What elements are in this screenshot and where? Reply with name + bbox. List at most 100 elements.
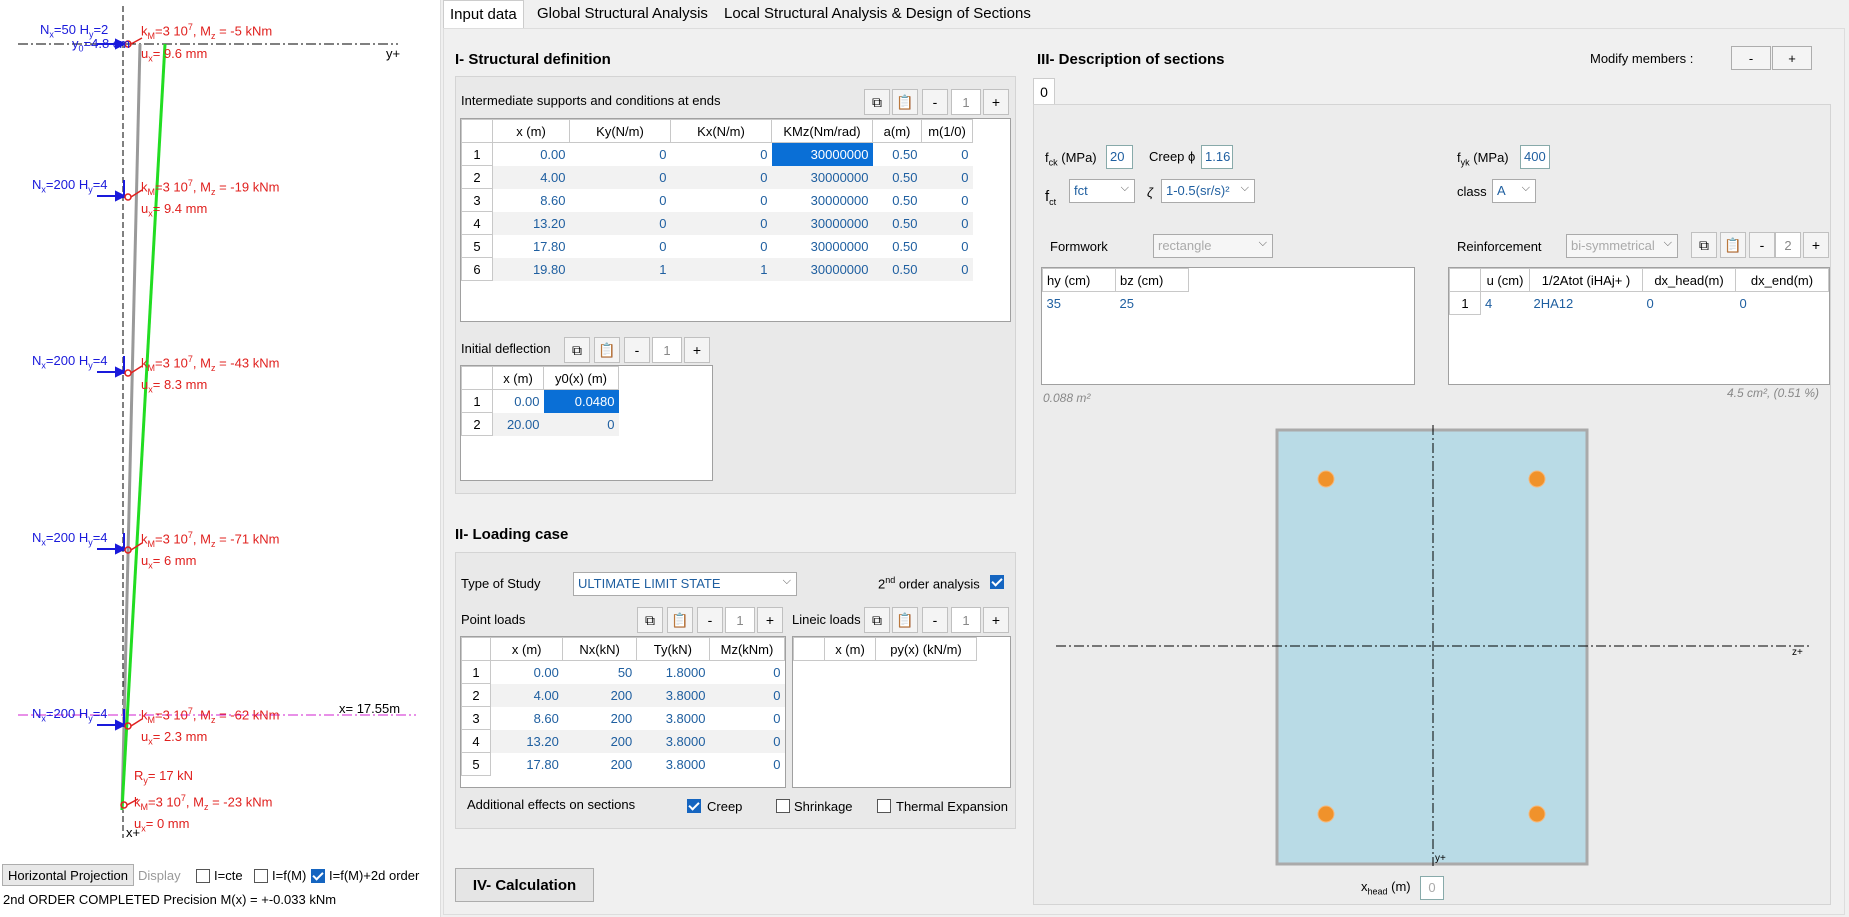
deflection-table[interactable]: x (m) y0(x) (m) 1 0.00 0.0480 2 20.00 0 [460, 365, 713, 481]
zeta-select[interactable]: 1-0.5(sr/s)² ⌵ [1161, 179, 1255, 203]
table-cell[interactable]: 35 [1046, 295, 1061, 311]
table-cell[interactable]: 0.00 [533, 664, 559, 680]
table-cell[interactable]: 4.00 [490, 683, 563, 707]
option-i-fm-2d-order-checkbox[interactable] [311, 869, 325, 883]
table-cell[interactable]: 200 [610, 710, 633, 726]
table-cell[interactable]: 30000000 [771, 165, 873, 189]
table-row[interactable]: 5 17.80 200 3.8000 0 [461, 752, 785, 776]
table-cell[interactable]: 200 [562, 729, 637, 753]
deflection-copy-icon[interactable]: ⧉ [564, 337, 590, 363]
supports-count[interactable]: 1 [951, 89, 981, 115]
table-cell[interactable]: 17.80 [532, 238, 566, 254]
point-loads-plus-button[interactable]: + [757, 607, 783, 633]
table-cell[interactable]: 4.00 [492, 165, 570, 189]
table-cell-selected[interactable]: 30000000 [771, 142, 873, 166]
table-cell[interactable]: 3.8000 [665, 756, 706, 772]
point-loads-paste-icon[interactable]: 📋 [667, 607, 693, 633]
table-row[interactable]: 2 20.00 0 [461, 412, 619, 436]
table-row[interactable]: 3 8.60 200 3.8000 0 [461, 706, 785, 730]
table-cell[interactable]: 13.20 [492, 211, 570, 235]
creep-checkbox[interactable] [687, 799, 701, 813]
table-cell[interactable]: 200 [562, 683, 637, 707]
table-cell[interactable]: 0 [773, 664, 781, 680]
point-loads-count[interactable]: 1 [725, 607, 755, 633]
table-cell[interactable]: 30000000 [771, 257, 873, 281]
table-cell[interactable]: 0 [670, 165, 772, 189]
table-cell[interactable]: 0.50 [892, 238, 918, 254]
table-cell[interactable]: 0 [760, 146, 768, 162]
table-cell[interactable]: 2HA12 [1533, 295, 1574, 311]
paste-icon[interactable]: 📋 [892, 89, 918, 115]
table-row[interactable]: 1 4 2HA12 0 0 [1449, 291, 1829, 315]
table-cell[interactable]: 0.50 [892, 146, 918, 162]
copy-icon[interactable]: ⧉ [864, 89, 890, 115]
tab-input-data[interactable]: Input data [443, 0, 524, 29]
table-cell[interactable]: 0 [659, 192, 667, 208]
table-cell[interactable]: 25 [1119, 295, 1134, 311]
table-cell[interactable]: 0 [773, 756, 781, 772]
table-cell[interactable]: 30000000 [810, 192, 869, 208]
reinforcement-count[interactable]: 2 [1775, 232, 1801, 258]
table-cell-selected[interactable]: 0.0480 [543, 389, 619, 413]
table-cell[interactable]: 20.00 [492, 412, 544, 436]
reinforcement-select[interactable]: bi-symmetrical ⌵ [1566, 234, 1678, 258]
modify-members-minus-button[interactable]: - [1731, 46, 1771, 70]
table-cell[interactable]: 4 [1485, 295, 1493, 311]
table-cell[interactable]: 8.60 [540, 192, 566, 208]
table-cell[interactable]: 0.50 [872, 257, 922, 281]
table-row[interactable]: 2 4.00 200 3.8000 0 [461, 683, 785, 707]
fct-select[interactable]: fct ⌵ [1069, 179, 1135, 203]
reinforcement-copy-icon[interactable]: ⧉ [1691, 232, 1717, 258]
class-select[interactable]: A ⌵ [1492, 179, 1536, 203]
reinforcement-table[interactable]: u (cm) 1/2Atot (iHAj+ ) dx_head(m) dx_en… [1448, 267, 1830, 385]
table-cell[interactable]: 0.00 [514, 393, 540, 409]
table-cell[interactable]: 0 [921, 165, 973, 189]
lineic-paste-icon[interactable]: 📋 [892, 607, 918, 633]
table-row[interactable]: 5 17.80 0 0 30000000 0.50 0 [461, 234, 973, 258]
table-cell[interactable]: 1.8000 [665, 664, 706, 680]
option-i-fm-checkbox[interactable] [254, 869, 268, 883]
lineic-minus-button[interactable]: - [922, 607, 948, 633]
table-cell[interactable]: 200 [610, 756, 633, 772]
point-loads-minus-button[interactable]: - [697, 607, 723, 633]
table-cell[interactable]: 0 [773, 710, 781, 726]
table-cell[interactable]: 0 [659, 238, 667, 254]
table-cell[interactable]: 0 [961, 192, 969, 208]
deflection-minus-button[interactable]: - [624, 337, 650, 363]
point-loads-copy-icon[interactable]: ⧉ [637, 607, 663, 633]
supports-minus-button[interactable]: - [922, 89, 948, 115]
tab-local-structural-analysis[interactable]: Local Structural Analysis & Design of Se… [724, 5, 1031, 22]
table-cell[interactable]: 0 [659, 146, 667, 162]
table-cell[interactable]: 0 [569, 165, 671, 189]
table-row[interactable]: 3 8.60 0 0 30000000 0.50 0 [461, 188, 973, 212]
table-cell[interactable]: 0 [760, 238, 768, 254]
lineic-count[interactable]: 1 [951, 607, 981, 633]
lineic-loads-table[interactable]: x (m) py(x) (kN/m) [792, 636, 1011, 788]
xhead-input[interactable]: 0 [1420, 876, 1444, 900]
deflection-count[interactable]: 1 [652, 337, 682, 363]
fck-input[interactable]: 20 [1106, 145, 1133, 169]
lineic-copy-icon[interactable]: ⧉ [864, 607, 890, 633]
table-cell[interactable]: 19.80 [492, 257, 570, 281]
reinforcement-plus-button[interactable]: + [1803, 232, 1829, 258]
shrinkage-checkbox[interactable] [776, 799, 790, 813]
table-cell[interactable]: 0.50 [892, 192, 918, 208]
table-cell[interactable]: 0.00 [540, 146, 566, 162]
table-cell[interactable]: 0 [961, 238, 969, 254]
table-cell[interactable]: 0 [921, 257, 973, 281]
table-row[interactable]: 35 25 [1043, 292, 1189, 315]
table-row[interactable]: 4 13.20 0 0 30000000 0.50 0 [461, 211, 973, 235]
fyk-input[interactable]: 400 [1520, 145, 1550, 169]
table-cell[interactable]: 3.8000 [636, 683, 710, 707]
table-cell[interactable]: 1 [569, 257, 671, 281]
table-cell[interactable]: 0 [760, 192, 768, 208]
table-cell[interactable]: 0 [670, 211, 772, 235]
tab-global-structural-analysis[interactable]: Global Structural Analysis [537, 5, 708, 22]
deflection-plus-button[interactable]: + [684, 337, 710, 363]
table-row[interactable]: 1 0.00 50 1.8000 0 [461, 660, 785, 684]
point-loads-table[interactable]: x (m) Nx(kN) Ty(kN) Mz(kNm) 1 0.00 50 1.… [460, 636, 786, 788]
table-cell[interactable]: 13.20 [490, 729, 563, 753]
member-tab-0[interactable]: 0 [1033, 78, 1055, 104]
formwork-table[interactable]: hy (cm) bz (cm) 35 25 [1041, 267, 1415, 385]
study-type-select[interactable]: ULTIMATE LIMIT STATE ⌵ [573, 572, 797, 596]
